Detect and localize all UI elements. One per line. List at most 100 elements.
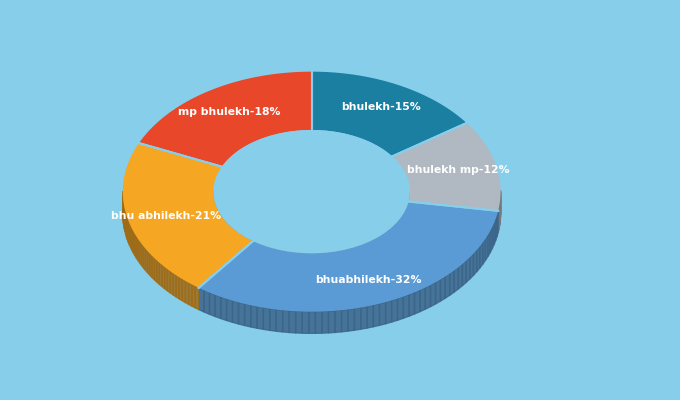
Polygon shape xyxy=(192,284,195,308)
Polygon shape xyxy=(369,241,371,264)
Polygon shape xyxy=(125,210,126,234)
Polygon shape xyxy=(221,216,222,239)
Polygon shape xyxy=(251,305,257,328)
Polygon shape xyxy=(373,239,375,262)
Polygon shape xyxy=(148,251,150,275)
Polygon shape xyxy=(328,252,331,274)
Polygon shape xyxy=(394,224,395,247)
Polygon shape xyxy=(239,233,241,256)
Polygon shape xyxy=(425,285,430,309)
Polygon shape xyxy=(256,243,259,265)
Polygon shape xyxy=(398,297,403,320)
Polygon shape xyxy=(179,277,182,301)
Polygon shape xyxy=(409,292,415,316)
Polygon shape xyxy=(290,252,292,274)
Polygon shape xyxy=(470,254,473,279)
Polygon shape xyxy=(386,230,388,254)
Polygon shape xyxy=(132,229,133,253)
Polygon shape xyxy=(219,212,220,235)
Polygon shape xyxy=(388,230,389,252)
Polygon shape xyxy=(241,234,243,257)
Polygon shape xyxy=(251,240,253,263)
Polygon shape xyxy=(268,247,270,269)
Polygon shape xyxy=(347,248,350,271)
Polygon shape xyxy=(316,253,318,275)
Polygon shape xyxy=(275,249,277,271)
Polygon shape xyxy=(382,233,384,256)
Polygon shape xyxy=(449,270,454,295)
Polygon shape xyxy=(371,240,373,262)
Polygon shape xyxy=(458,264,462,289)
Polygon shape xyxy=(165,267,167,291)
Polygon shape xyxy=(220,214,221,237)
Polygon shape xyxy=(402,214,403,238)
Polygon shape xyxy=(238,232,239,255)
Polygon shape xyxy=(282,250,285,273)
Polygon shape xyxy=(454,267,458,292)
Polygon shape xyxy=(313,253,317,275)
Polygon shape xyxy=(243,236,245,258)
Polygon shape xyxy=(225,221,226,244)
Polygon shape xyxy=(127,218,129,242)
Polygon shape xyxy=(227,223,228,246)
Polygon shape xyxy=(199,202,498,312)
Polygon shape xyxy=(245,304,251,327)
Polygon shape xyxy=(139,72,311,167)
Polygon shape xyxy=(389,228,391,251)
Polygon shape xyxy=(220,215,222,238)
Polygon shape xyxy=(253,241,256,264)
Polygon shape xyxy=(234,230,236,252)
Polygon shape xyxy=(331,252,333,274)
Polygon shape xyxy=(400,217,401,240)
Polygon shape xyxy=(477,246,480,272)
Polygon shape xyxy=(300,253,303,275)
Polygon shape xyxy=(337,251,341,273)
Polygon shape xyxy=(353,247,356,269)
Polygon shape xyxy=(259,244,261,266)
Polygon shape xyxy=(277,250,280,272)
Polygon shape xyxy=(237,232,239,255)
Polygon shape xyxy=(365,242,368,265)
Polygon shape xyxy=(226,299,233,322)
Polygon shape xyxy=(350,248,353,270)
Polygon shape xyxy=(235,230,237,253)
Polygon shape xyxy=(270,248,273,270)
Polygon shape xyxy=(231,227,233,250)
Polygon shape xyxy=(276,310,283,332)
Polygon shape xyxy=(490,227,492,253)
Polygon shape xyxy=(321,253,323,275)
Polygon shape xyxy=(341,310,348,332)
Polygon shape xyxy=(348,248,351,270)
Polygon shape xyxy=(250,239,251,262)
Polygon shape xyxy=(379,235,381,258)
Polygon shape xyxy=(327,252,330,274)
Polygon shape xyxy=(280,250,282,272)
Polygon shape xyxy=(302,312,309,333)
Polygon shape xyxy=(320,253,324,275)
Polygon shape xyxy=(368,241,371,264)
Polygon shape xyxy=(326,252,328,274)
Polygon shape xyxy=(257,306,263,329)
Polygon shape xyxy=(435,280,441,304)
Polygon shape xyxy=(311,72,466,156)
Polygon shape xyxy=(361,306,367,329)
Polygon shape xyxy=(346,249,348,271)
Polygon shape xyxy=(254,242,256,264)
Polygon shape xyxy=(248,238,250,261)
Polygon shape xyxy=(143,246,146,270)
Ellipse shape xyxy=(214,130,410,253)
Polygon shape xyxy=(303,253,305,275)
Polygon shape xyxy=(392,298,398,322)
Polygon shape xyxy=(239,302,245,326)
Polygon shape xyxy=(415,290,420,314)
Polygon shape xyxy=(358,245,360,268)
Polygon shape xyxy=(330,252,334,274)
Polygon shape xyxy=(307,253,310,275)
Polygon shape xyxy=(215,295,221,318)
Polygon shape xyxy=(173,273,176,297)
Polygon shape xyxy=(473,250,477,275)
Polygon shape xyxy=(246,238,248,260)
Polygon shape xyxy=(376,237,379,260)
Polygon shape xyxy=(407,204,408,227)
Polygon shape xyxy=(230,226,231,249)
